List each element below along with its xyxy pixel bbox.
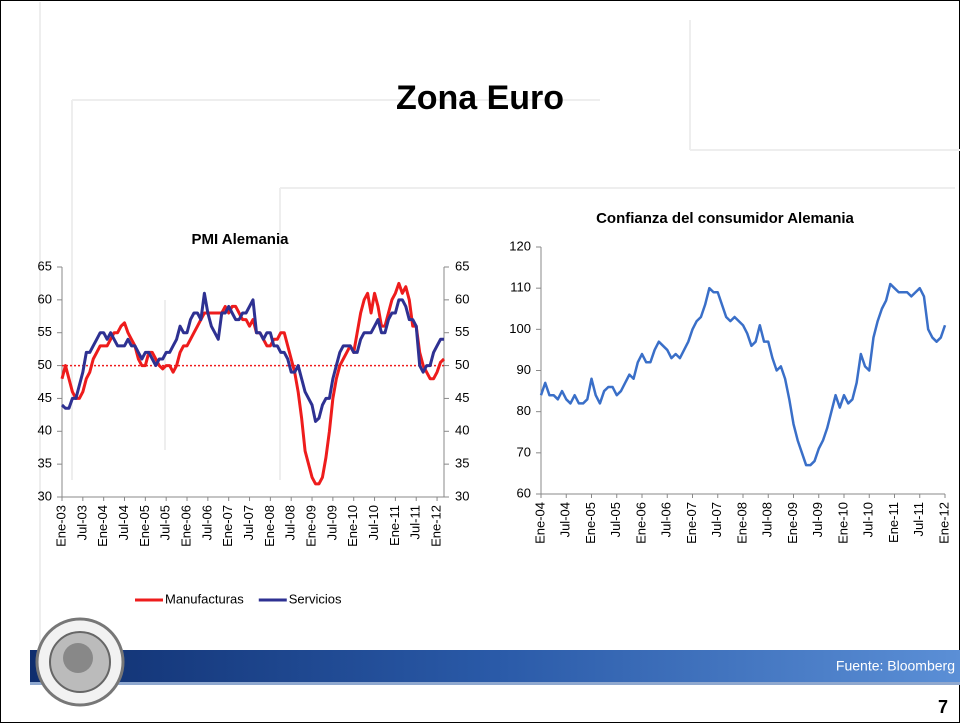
y2-tick-label: 45 xyxy=(455,390,469,405)
x-tick-label: Ene-12 xyxy=(428,505,443,547)
x-tick-label: Ene-03 xyxy=(53,505,68,547)
y-tick-label: 60 xyxy=(38,291,52,306)
y2-tick-label: 35 xyxy=(455,456,469,471)
x-tick-label: Jul-07 xyxy=(709,502,724,537)
x-tick-label: Ene-09 xyxy=(303,505,318,547)
x-tick-label: Ene-09 xyxy=(785,502,800,544)
data-line xyxy=(60,281,446,486)
y-tick-label: 110 xyxy=(510,280,531,295)
y2-tick-label: 60 xyxy=(455,291,469,306)
x-tick-label: Ene-07 xyxy=(220,505,235,547)
x-tick-label: Jul-07 xyxy=(241,505,256,540)
x-tick-label: Jul-08 xyxy=(283,505,298,540)
footer-band xyxy=(30,650,960,682)
x-tick-label: Ene-10 xyxy=(345,505,360,547)
x-tick-label: Ene-04 xyxy=(532,502,547,544)
x-tick-label: Ene-05 xyxy=(583,502,598,544)
x-tick-label: Ene-11 xyxy=(387,505,402,546)
x-tick-label: Jul-10 xyxy=(861,502,876,537)
x-tick-label: Ene-06 xyxy=(633,502,648,544)
footer-line xyxy=(30,682,960,685)
x-tick-label: Ene-08 xyxy=(734,502,749,544)
x-tick-label: Jul-06 xyxy=(199,505,214,540)
x-tick-label: Jul-10 xyxy=(366,505,381,540)
logo xyxy=(35,617,125,707)
x-tick-label: Jul-11 xyxy=(911,502,926,536)
y-tick-label: 65 xyxy=(38,258,52,273)
x-tick-label: Jul-05 xyxy=(158,505,173,540)
y-tick-label: 60 xyxy=(517,485,531,500)
x-tick-label: Jul-09 xyxy=(810,502,825,537)
chart-title: PMI Alemania xyxy=(192,231,290,248)
y2-tick-label: 30 xyxy=(455,488,469,503)
y-tick-label: 55 xyxy=(38,324,52,339)
x-tick-label: Jul-03 xyxy=(74,505,89,540)
data-line xyxy=(60,291,444,423)
y-tick-label: 90 xyxy=(517,362,531,377)
source-note: Fuente: Bloomberg xyxy=(836,658,955,674)
x-tick-label: Ene-04 xyxy=(95,505,110,547)
y-tick-label: 40 xyxy=(38,423,52,438)
x-tick-label: Jul-05 xyxy=(608,502,623,537)
x-tick-label: Jul-04 xyxy=(558,502,573,537)
x-tick-label: Ene-11 xyxy=(886,502,901,543)
x-tick-label: Jul-09 xyxy=(324,505,339,540)
x-tick-label: Ene-06 xyxy=(178,505,193,547)
x-tick-label: Ene-10 xyxy=(835,502,850,544)
x-tick-label: Jul-11 xyxy=(408,505,423,539)
y-tick-label: 30 xyxy=(38,488,52,503)
x-tick-label: Ene-08 xyxy=(262,505,277,547)
y-tick-label: 120 xyxy=(509,238,531,253)
y-tick-label: 35 xyxy=(38,456,52,471)
y2-tick-label: 55 xyxy=(455,324,469,339)
page-number: 7 xyxy=(938,697,948,717)
y-tick-label: 50 xyxy=(38,357,52,372)
y-tick-label: 80 xyxy=(517,403,531,418)
y2-tick-label: 50 xyxy=(455,357,469,372)
legend-label: Servicios xyxy=(289,591,342,606)
y2-tick-label: 40 xyxy=(455,423,469,438)
slide-title: Zona Euro xyxy=(396,79,564,117)
y-tick-label: 70 xyxy=(517,444,531,459)
y2-tick-label: 65 xyxy=(455,258,469,273)
y-tick-label: 45 xyxy=(38,390,52,405)
chart-title: Confianza del consumidor Alemania xyxy=(596,210,854,227)
legend-label: Manufacturas xyxy=(165,591,244,606)
data-line xyxy=(539,282,947,467)
x-tick-label: Jul-08 xyxy=(760,502,775,537)
x-tick-label: Ene-07 xyxy=(684,502,699,544)
x-tick-label: Ene-12 xyxy=(936,502,951,544)
y-tick-label: 100 xyxy=(509,321,531,336)
x-tick-label: Jul-06 xyxy=(659,502,674,537)
x-tick-label: Jul-04 xyxy=(116,505,131,540)
x-tick-label: Ene-05 xyxy=(137,505,152,547)
